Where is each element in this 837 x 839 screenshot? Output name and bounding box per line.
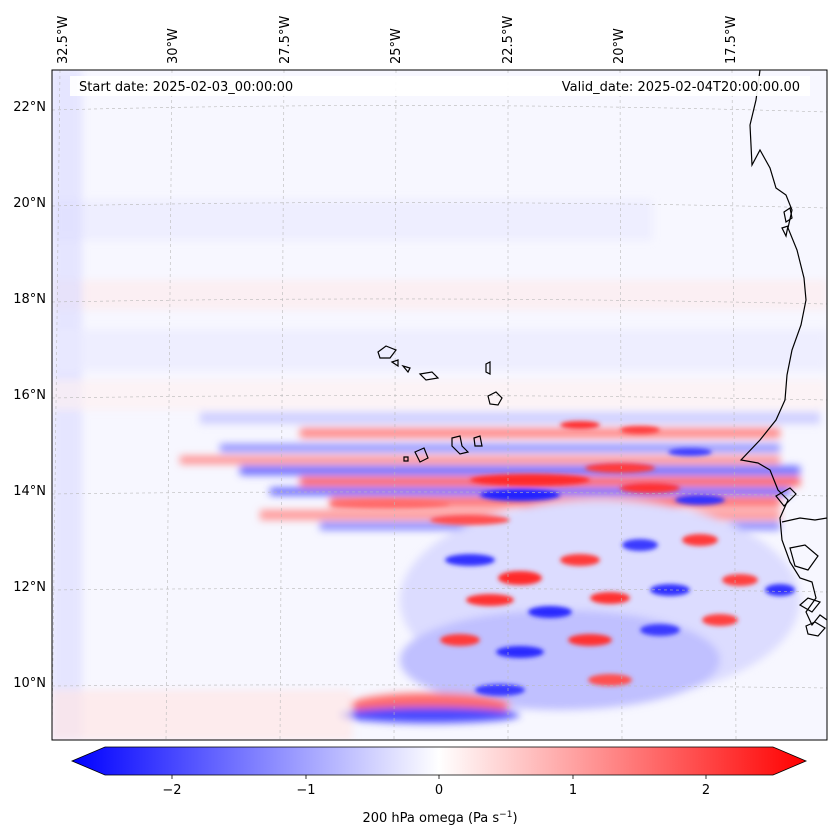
lon-label-27-5w: 27.5°W — [278, 16, 293, 64]
colorbar-title-close: ) — [512, 811, 517, 826]
coastline — [739, 70, 827, 637]
colorbar-title-sup: −1 — [499, 810, 512, 820]
cape-verde-islands — [377, 345, 503, 463]
omega-cells — [330, 421, 795, 696]
lat-label-22n: 22°N — [13, 100, 46, 115]
header-band — [70, 76, 810, 96]
valid-date-label: Valid_date: 2025-02-04T20:00:00.00 — [562, 80, 800, 95]
cb-label-neg2: −2 — [162, 783, 181, 798]
lat-label-10n: 10°N — [13, 676, 46, 691]
cb-label-2: 2 — [702, 783, 710, 798]
lat-label-14n: 14°N — [13, 484, 46, 499]
cb-label-0: 0 — [435, 783, 443, 798]
map-frame — [51, 69, 828, 741]
lat-label-16n: 16°N — [13, 388, 46, 403]
longitude-labels: 32.5°W 30°W 27.5°W 25°W 22.5°W 20°W 17.5… — [56, 16, 739, 64]
lon-label-25w: 25°W — [389, 28, 404, 64]
colorbar-body — [70, 746, 808, 776]
cb-label-1: 1 — [569, 783, 577, 798]
map-panel — [52, 70, 827, 740]
start-date-label: Start date: 2025-02-03_00:00:00 — [79, 80, 293, 95]
latitude-labels: 22°N 20°N 18°N 16°N 14°N 12°N 10°N — [13, 100, 46, 691]
lon-label-17-5w: 17.5°W — [724, 16, 739, 64]
colorbar-ticks — [171, 775, 707, 779]
lat-label-18n: 18°N — [13, 292, 46, 307]
lat-label-12n: 12°N — [13, 580, 46, 595]
african-coast — [739, 70, 827, 627]
lon-label-22-5w: 22.5°W — [501, 16, 516, 64]
lon-label-20w: 20°W — [612, 28, 627, 64]
gridlines — [52, 70, 827, 740]
lat-label-20n: 20°N — [13, 196, 46, 211]
lon-label-30w: 30°W — [166, 28, 181, 64]
cb-label-neg1: −1 — [296, 783, 315, 798]
colorbar-title-main: 200 hPa omega (Pa s — [362, 811, 499, 826]
colorbar: −2 −1 0 1 2 200 hPa omega (Pa s−1) — [70, 746, 808, 826]
colorbar-title: 200 hPa omega (Pa s−1) — [362, 810, 517, 826]
lon-label-32-5w: 32.5°W — [56, 16, 71, 64]
